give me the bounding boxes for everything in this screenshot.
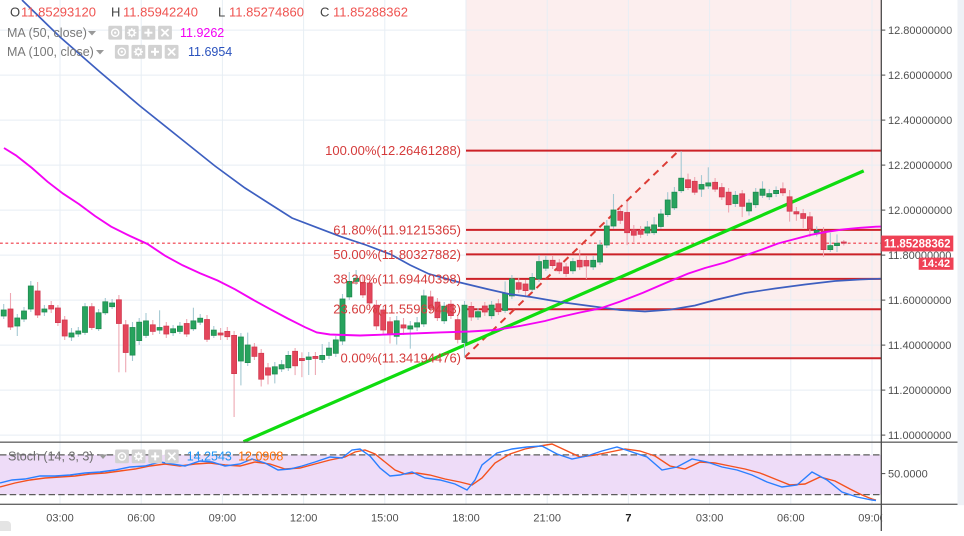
svg-text:12.20000000: 12.20000000 bbox=[888, 160, 952, 172]
svg-text:11.60000000: 11.60000000 bbox=[888, 295, 951, 307]
svg-text:100.00%(12.26461288): 100.00%(12.26461288) bbox=[325, 143, 461, 158]
svg-text:O: O bbox=[10, 4, 20, 19]
svg-text:12.40000000: 12.40000000 bbox=[888, 115, 952, 127]
svg-text:H: H bbox=[111, 4, 120, 19]
svg-text:14.2543: 14.2543 bbox=[187, 450, 232, 464]
svg-text:11.40000000: 11.40000000 bbox=[888, 340, 951, 352]
svg-text:15:00: 15:00 bbox=[371, 513, 399, 525]
svg-text:06:00: 06:00 bbox=[127, 513, 155, 525]
svg-text:12.60000000: 12.60000000 bbox=[888, 70, 952, 82]
svg-text:03:00: 03:00 bbox=[46, 513, 74, 525]
svg-text:11.85293120: 11.85293120 bbox=[21, 4, 96, 19]
svg-text:MA (50, close): MA (50, close) bbox=[7, 26, 87, 40]
svg-text:12.80000000: 12.80000000 bbox=[888, 25, 952, 37]
svg-text:11.85288362: 11.85288362 bbox=[333, 4, 408, 19]
svg-text:Stoch (14, 3, 3): Stoch (14, 3, 3) bbox=[8, 450, 93, 464]
svg-text:7: 7 bbox=[625, 513, 631, 525]
svg-text:14:42: 14:42 bbox=[922, 258, 950, 270]
svg-text:09:00: 09:00 bbox=[858, 513, 886, 525]
svg-text:11.85274860: 11.85274860 bbox=[229, 4, 304, 19]
svg-text:11.85942240: 11.85942240 bbox=[123, 4, 198, 19]
svg-text:11.85288362: 11.85288362 bbox=[884, 238, 951, 250]
svg-text:11.6954: 11.6954 bbox=[188, 45, 232, 59]
svg-text:38.20%(11.69440398): 38.20%(11.69440398) bbox=[333, 271, 461, 286]
svg-text:12.00000000: 12.00000000 bbox=[888, 205, 952, 217]
svg-text:03:00: 03:00 bbox=[696, 513, 724, 525]
svg-text:MA (100, close): MA (100, close) bbox=[7, 45, 94, 59]
svg-text:11.20000000: 11.20000000 bbox=[888, 385, 951, 397]
svg-text:21:00: 21:00 bbox=[533, 513, 561, 525]
svg-text:C: C bbox=[320, 4, 329, 19]
svg-text:23.60%(11.55969443): 23.60%(11.55969443) bbox=[333, 302, 461, 317]
svg-text:50.00%(11.80327882): 50.00%(11.80327882) bbox=[333, 247, 461, 262]
svg-text:11.00000000: 11.00000000 bbox=[888, 430, 951, 442]
svg-text:50.0000: 50.0000 bbox=[888, 468, 928, 480]
svg-text:09:00: 09:00 bbox=[209, 513, 237, 525]
svg-text:18:00: 18:00 bbox=[452, 513, 480, 525]
svg-text:0.00%(11.34194476): 0.00%(11.34194476) bbox=[341, 351, 461, 366]
svg-text:61.80%(11.91215365): 61.80%(11.91215365) bbox=[333, 222, 461, 237]
svg-text:L: L bbox=[218, 4, 225, 19]
svg-text:11.9262: 11.9262 bbox=[180, 26, 224, 40]
svg-text:12.0908: 12.0908 bbox=[238, 450, 283, 464]
svg-text:12:00: 12:00 bbox=[290, 513, 318, 525]
svg-text:06:00: 06:00 bbox=[777, 513, 805, 525]
